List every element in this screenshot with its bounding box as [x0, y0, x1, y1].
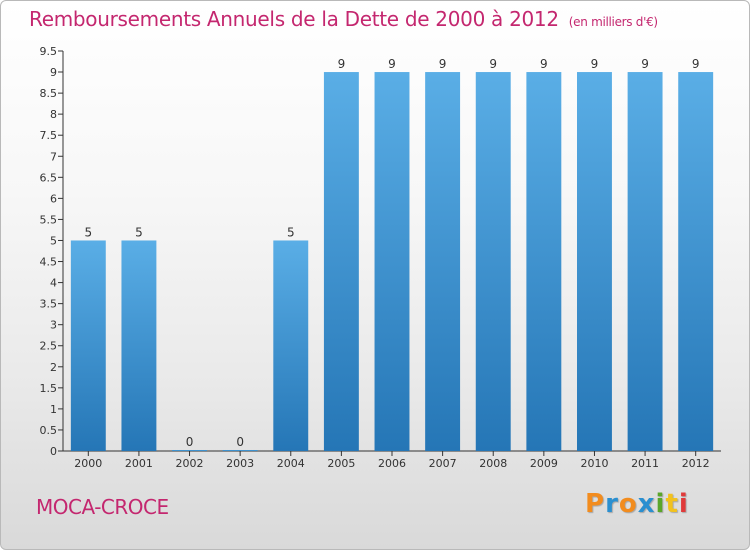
x-tick-label: 2004 [277, 457, 305, 470]
chart-unit-label: (en milliers d'€) [568, 15, 658, 29]
x-tick-label: 2002 [176, 457, 204, 470]
y-tick-label: 8 [50, 108, 57, 121]
x-tick-label: 2011 [631, 457, 659, 470]
logo-letter: x [637, 489, 656, 519]
bar-value-label: 9 [540, 57, 548, 71]
x-tick-label: 2010 [580, 457, 608, 470]
y-tick-label: 7.5 [40, 129, 58, 142]
x-tick-label: 2001 [125, 457, 153, 470]
logo-letter: i [655, 489, 666, 519]
bar-value-label: 9 [641, 57, 649, 71]
bar-value-label: 9 [388, 57, 396, 71]
y-tick-label: 1.5 [40, 382, 58, 395]
logo-letter: i [678, 489, 689, 519]
x-tick-label: 2007 [429, 457, 457, 470]
logo-letter: P [585, 489, 606, 519]
bar [627, 72, 663, 451]
bar [526, 72, 562, 451]
proxiti-logo[interactable]: Proxiti [585, 489, 689, 519]
bar-value-label: 9 [338, 57, 346, 71]
y-tick-label: 6 [50, 192, 57, 205]
y-tick-label: 0 [50, 445, 57, 458]
y-tick-label: 7 [50, 150, 57, 163]
chart-axes: 0 0.5 1 1.5 2 2.5 3 3.5 4 4.5 5 5.5 6 6.5 7 7.5 8 8.5 9 9.5 [40, 45, 721, 458]
bar-value-label: 0 [186, 435, 194, 449]
bar [425, 72, 461, 451]
y-tick-label: 5.5 [40, 213, 58, 226]
y-tick-label: 6.5 [40, 171, 58, 184]
y-tick-label: 2 [50, 361, 57, 374]
bar [121, 240, 157, 451]
y-tick-label: 8.5 [40, 87, 58, 100]
y-tick-label: 0.5 [40, 424, 58, 437]
logo-letter: r [605, 489, 619, 519]
chart-bars [70, 72, 714, 451]
bar-value-label: 0 [236, 435, 244, 449]
x-tick-label: 2005 [327, 457, 355, 470]
chart-labels: 2000 5 2001 5 2002 0 2003 0 2004 5 2005 9 2006 9 2007 9… [74, 57, 709, 470]
x-tick-label: 2009 [530, 457, 558, 470]
y-tick-label: 3.5 [40, 298, 58, 311]
y-tick-label: 9 [50, 66, 57, 79]
bar-value-label: 5 [84, 225, 92, 239]
y-tick-label: 4 [50, 277, 57, 290]
bar [374, 72, 410, 451]
bar-value-label: 9 [489, 57, 497, 71]
bar-value-label: 5 [135, 225, 143, 239]
y-tick-label: 1 [50, 403, 57, 416]
bar [70, 240, 106, 451]
commune-name: MOCA-CROCE [36, 495, 169, 519]
bar [273, 240, 309, 451]
bar-value-label: 9 [692, 57, 700, 71]
y-tick-label: 5 [50, 234, 57, 247]
bar [678, 72, 714, 451]
bar-value-label: 9 [591, 57, 599, 71]
chart-title: Remboursements Annuels de la Dette de 20… [29, 7, 658, 31]
x-tick-label: 2000 [74, 457, 102, 470]
bar [172, 450, 208, 451]
bar-value-label: 9 [439, 57, 447, 71]
bar [475, 72, 511, 451]
bar [222, 450, 258, 451]
bar [323, 72, 359, 451]
bar-value-label: 5 [287, 225, 295, 239]
x-tick-label: 2008 [479, 457, 507, 470]
logo-letter: t [665, 489, 679, 519]
x-tick-label: 2012 [682, 457, 710, 470]
bar [576, 72, 612, 451]
y-tick-label: 2.5 [40, 340, 58, 353]
y-tick-label: 4.5 [40, 256, 58, 269]
x-tick-label: 2003 [226, 457, 254, 470]
y-tick-label: 9.5 [40, 45, 58, 58]
chart-title-text: Remboursements Annuels de la Dette de 20… [29, 7, 559, 31]
logo-letter: o [618, 489, 638, 519]
x-tick-label: 2006 [378, 457, 406, 470]
y-tick-label: 3 [50, 319, 57, 332]
